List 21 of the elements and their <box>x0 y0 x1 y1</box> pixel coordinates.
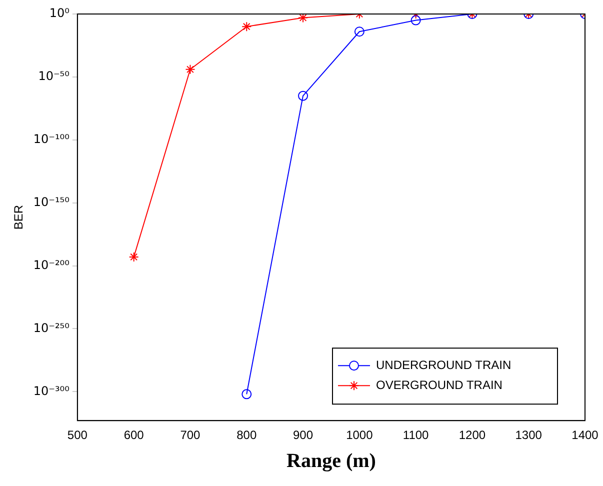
y-tick-label: 10⁻²⁰⁰ <box>33 258 70 272</box>
x-tick-label: 600 <box>124 428 144 442</box>
y-tick-label: 10⁻¹⁰⁰ <box>33 132 70 146</box>
x-tick-label: 700 <box>180 428 201 442</box>
x-tick-label: 1200 <box>458 428 486 442</box>
x-tick-label: 500 <box>67 428 88 442</box>
y-tick-label: 10⁻¹⁵⁰ <box>33 194 70 209</box>
x-tick-label: 1100 <box>402 428 430 442</box>
x-tick-label: 800 <box>236 428 257 442</box>
y-tick-label: 10⁻⁵⁰ <box>38 69 70 84</box>
y-tick-label: 10⁻²⁵⁰ <box>33 320 70 335</box>
y-tick-label: 10⁰ <box>49 6 70 20</box>
legend-label: OVERGROUND TRAIN <box>376 378 502 392</box>
x-tick-label: 900 <box>293 428 314 442</box>
y-axis-title: BER <box>12 204 26 230</box>
x-tick-label: 1300 <box>515 428 542 442</box>
legend-label: UNDERGROUND TRAIN <box>376 358 512 372</box>
x-tick-label: 1000 <box>346 428 374 442</box>
x-tick-label: 1400 <box>572 428 599 442</box>
y-tick-label: 10⁻³⁰⁰ <box>33 384 70 398</box>
x-axis-title: Range (m) <box>286 450 376 472</box>
